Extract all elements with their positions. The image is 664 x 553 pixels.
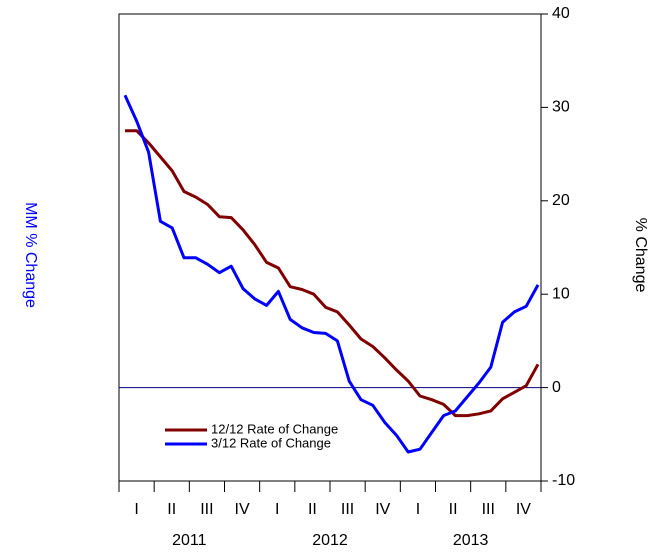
y-axis-label-right: % Change xyxy=(632,218,649,293)
y-tick-label: 30 xyxy=(552,99,570,116)
y-tick-label: 0 xyxy=(552,379,561,396)
y-tick-label: 10 xyxy=(552,285,570,302)
x-tick-label: IV xyxy=(375,501,390,518)
year-label: 2012 xyxy=(312,532,348,549)
year-label: 2013 xyxy=(453,532,489,549)
x-tick-label: II xyxy=(167,501,176,518)
series-line xyxy=(123,94,540,454)
x-tick-label: I xyxy=(275,501,279,518)
x-tick-label: III xyxy=(482,501,495,518)
y-tick-label: -10 xyxy=(552,472,575,489)
x-tick-label: II xyxy=(308,501,317,518)
plot-frame xyxy=(118,13,542,482)
x-tick-label: I xyxy=(134,501,138,518)
series-line xyxy=(125,129,540,418)
x-tick-label: III xyxy=(200,501,213,518)
year-label: 2011 xyxy=(172,532,207,549)
x-tick-label: III xyxy=(341,501,354,518)
x-tick-label: II xyxy=(449,501,458,518)
x-tick-label: IV xyxy=(516,501,531,518)
y-tick-label: 40 xyxy=(552,5,570,22)
legend-label: 12/12 Rate of Change xyxy=(211,421,338,436)
y-axis-label-left: MM % Change xyxy=(22,202,39,308)
y-tick-label: 20 xyxy=(552,192,570,209)
x-tick-label: IV xyxy=(235,501,250,518)
legend-label: 3/12 Rate of Change xyxy=(211,435,331,450)
x-tick-label: I xyxy=(416,501,420,518)
